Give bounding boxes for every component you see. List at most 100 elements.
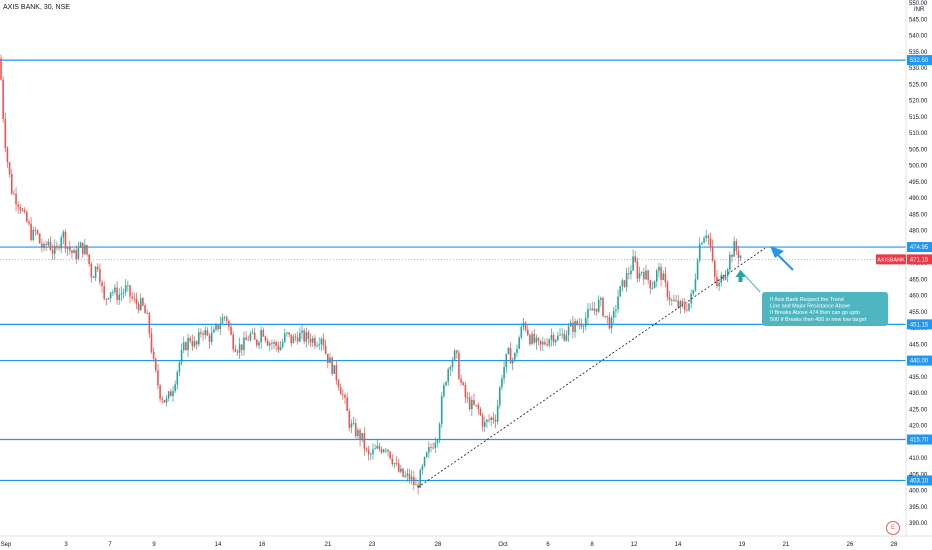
x-tick-label: 14: [675, 542, 682, 548]
candle-body: [342, 394, 344, 396]
candle-body: [550, 335, 553, 340]
candle-body: [385, 449, 387, 451]
y-tick-label: 500.00: [909, 164, 928, 170]
y-tick-label: 505.00: [909, 147, 928, 153]
candle-body: [232, 334, 234, 350]
candle-body: [195, 341, 198, 345]
candle-body: [402, 468, 404, 477]
price-axis[interactable]: INR390.00395.00400.00405.00410.00415.004…: [905, 0, 932, 536]
candle-body: [301, 330, 303, 333]
candle-body: [593, 308, 596, 311]
candle-body: [43, 243, 45, 248]
candle-body: [511, 359, 514, 364]
candle-body: [623, 280, 626, 287]
candle-body: [617, 296, 619, 310]
symbol-label: AXISBANK: [877, 257, 905, 263]
candle-body: [731, 254, 733, 257]
candle-body: [701, 242, 703, 245]
candle-body: [516, 348, 518, 353]
candle-body: [47, 241, 50, 245]
candle-body: [189, 337, 191, 342]
annotation-text-line: If Axis Bank Respect the Trend: [770, 297, 844, 303]
x-tick-label: 21: [783, 542, 790, 548]
last-price-tag: [907, 254, 932, 265]
candle-body: [2, 79, 4, 120]
candle-body: [352, 423, 355, 424]
currency-label: INR: [914, 7, 925, 13]
candle-body: [279, 347, 282, 351]
x-tick-label: 23: [369, 542, 376, 548]
y-tick-label: 430.00: [909, 391, 928, 397]
candle-body: [602, 298, 604, 317]
y-tick-label: 520.00: [909, 99, 928, 105]
trendline-dashed: [417, 247, 766, 488]
candle-body: [664, 273, 667, 283]
y-tick-label: 410.00: [909, 456, 928, 462]
candle-body: [655, 270, 658, 282]
candle-body: [496, 405, 499, 422]
candle-body: [440, 396, 443, 425]
candle-body: [58, 246, 60, 249]
candle-body: [453, 350, 456, 360]
level-price-tag: [907, 355, 932, 366]
candle-body: [88, 254, 90, 264]
annotation-text-line: 500 If Breaks then 450 in new low target: [770, 317, 867, 323]
candle-body: [649, 280, 652, 289]
candle-body: [202, 333, 204, 336]
candle-body: [716, 276, 718, 287]
y-tick-label: 490.00: [909, 196, 928, 202]
candle-body: [251, 332, 254, 334]
candle-body: [221, 317, 224, 324]
y-tick-label: 455.00: [909, 310, 928, 316]
candle-body: [539, 340, 542, 345]
candle-body: [638, 272, 641, 279]
candle-body: [374, 448, 376, 450]
candle-body: [466, 397, 469, 399]
candle-body: [733, 241, 735, 257]
candle-body: [600, 298, 602, 300]
candle-body: [559, 334, 561, 336]
candle-body: [103, 286, 105, 299]
candle-body: [71, 250, 73, 254]
candle-body: [219, 323, 222, 330]
candle-body: [30, 223, 32, 240]
candle-body: [428, 447, 430, 453]
symbol-tag: [876, 254, 906, 265]
candle-body: [673, 299, 675, 301]
level-price-tag: [907, 242, 932, 253]
level-price-label: 451.15: [910, 322, 929, 328]
y-tick-label: 445.00: [909, 342, 928, 348]
chart-title: AXIS BANK, 30, NSE: [3, 4, 70, 11]
candle-body: [589, 308, 591, 310]
candle-body: [419, 470, 422, 488]
candle-body: [344, 394, 346, 398]
candle-body: [331, 357, 333, 374]
candle-body: [707, 235, 710, 239]
candle-body: [228, 320, 230, 327]
candle-body: [350, 423, 353, 428]
candle-body: [116, 287, 118, 301]
time-axis[interactable]: Sep 3 7 9 14 16 21 23 28 Oct 6 8 12 14 19 21 26 28: [0, 535, 932, 548]
candle-body: [329, 357, 331, 363]
candle-body: [354, 423, 357, 437]
candle-body: [436, 440, 439, 443]
candle-body: [19, 206, 22, 211]
x-tick-label: 26: [847, 542, 854, 548]
candle-body: [587, 309, 589, 318]
candle-body: [13, 193, 15, 195]
annotation-text-line: Line and Major Resistance Above: [770, 304, 850, 310]
candle-body: [64, 231, 67, 249]
x-tick-label: 19: [739, 542, 746, 548]
candle-body: [535, 337, 538, 343]
price-axis-bg: [906, 0, 932, 536]
candle-body: [507, 348, 510, 354]
tradingview-logo-icon[interactable]: E: [886, 521, 900, 535]
candle-body: [34, 229, 37, 231]
candle-body: [720, 274, 723, 283]
candle-body: [133, 298, 136, 300]
y-tick-label: 510.00: [909, 131, 928, 137]
candle-body: [660, 266, 662, 280]
candle-body: [245, 337, 247, 340]
